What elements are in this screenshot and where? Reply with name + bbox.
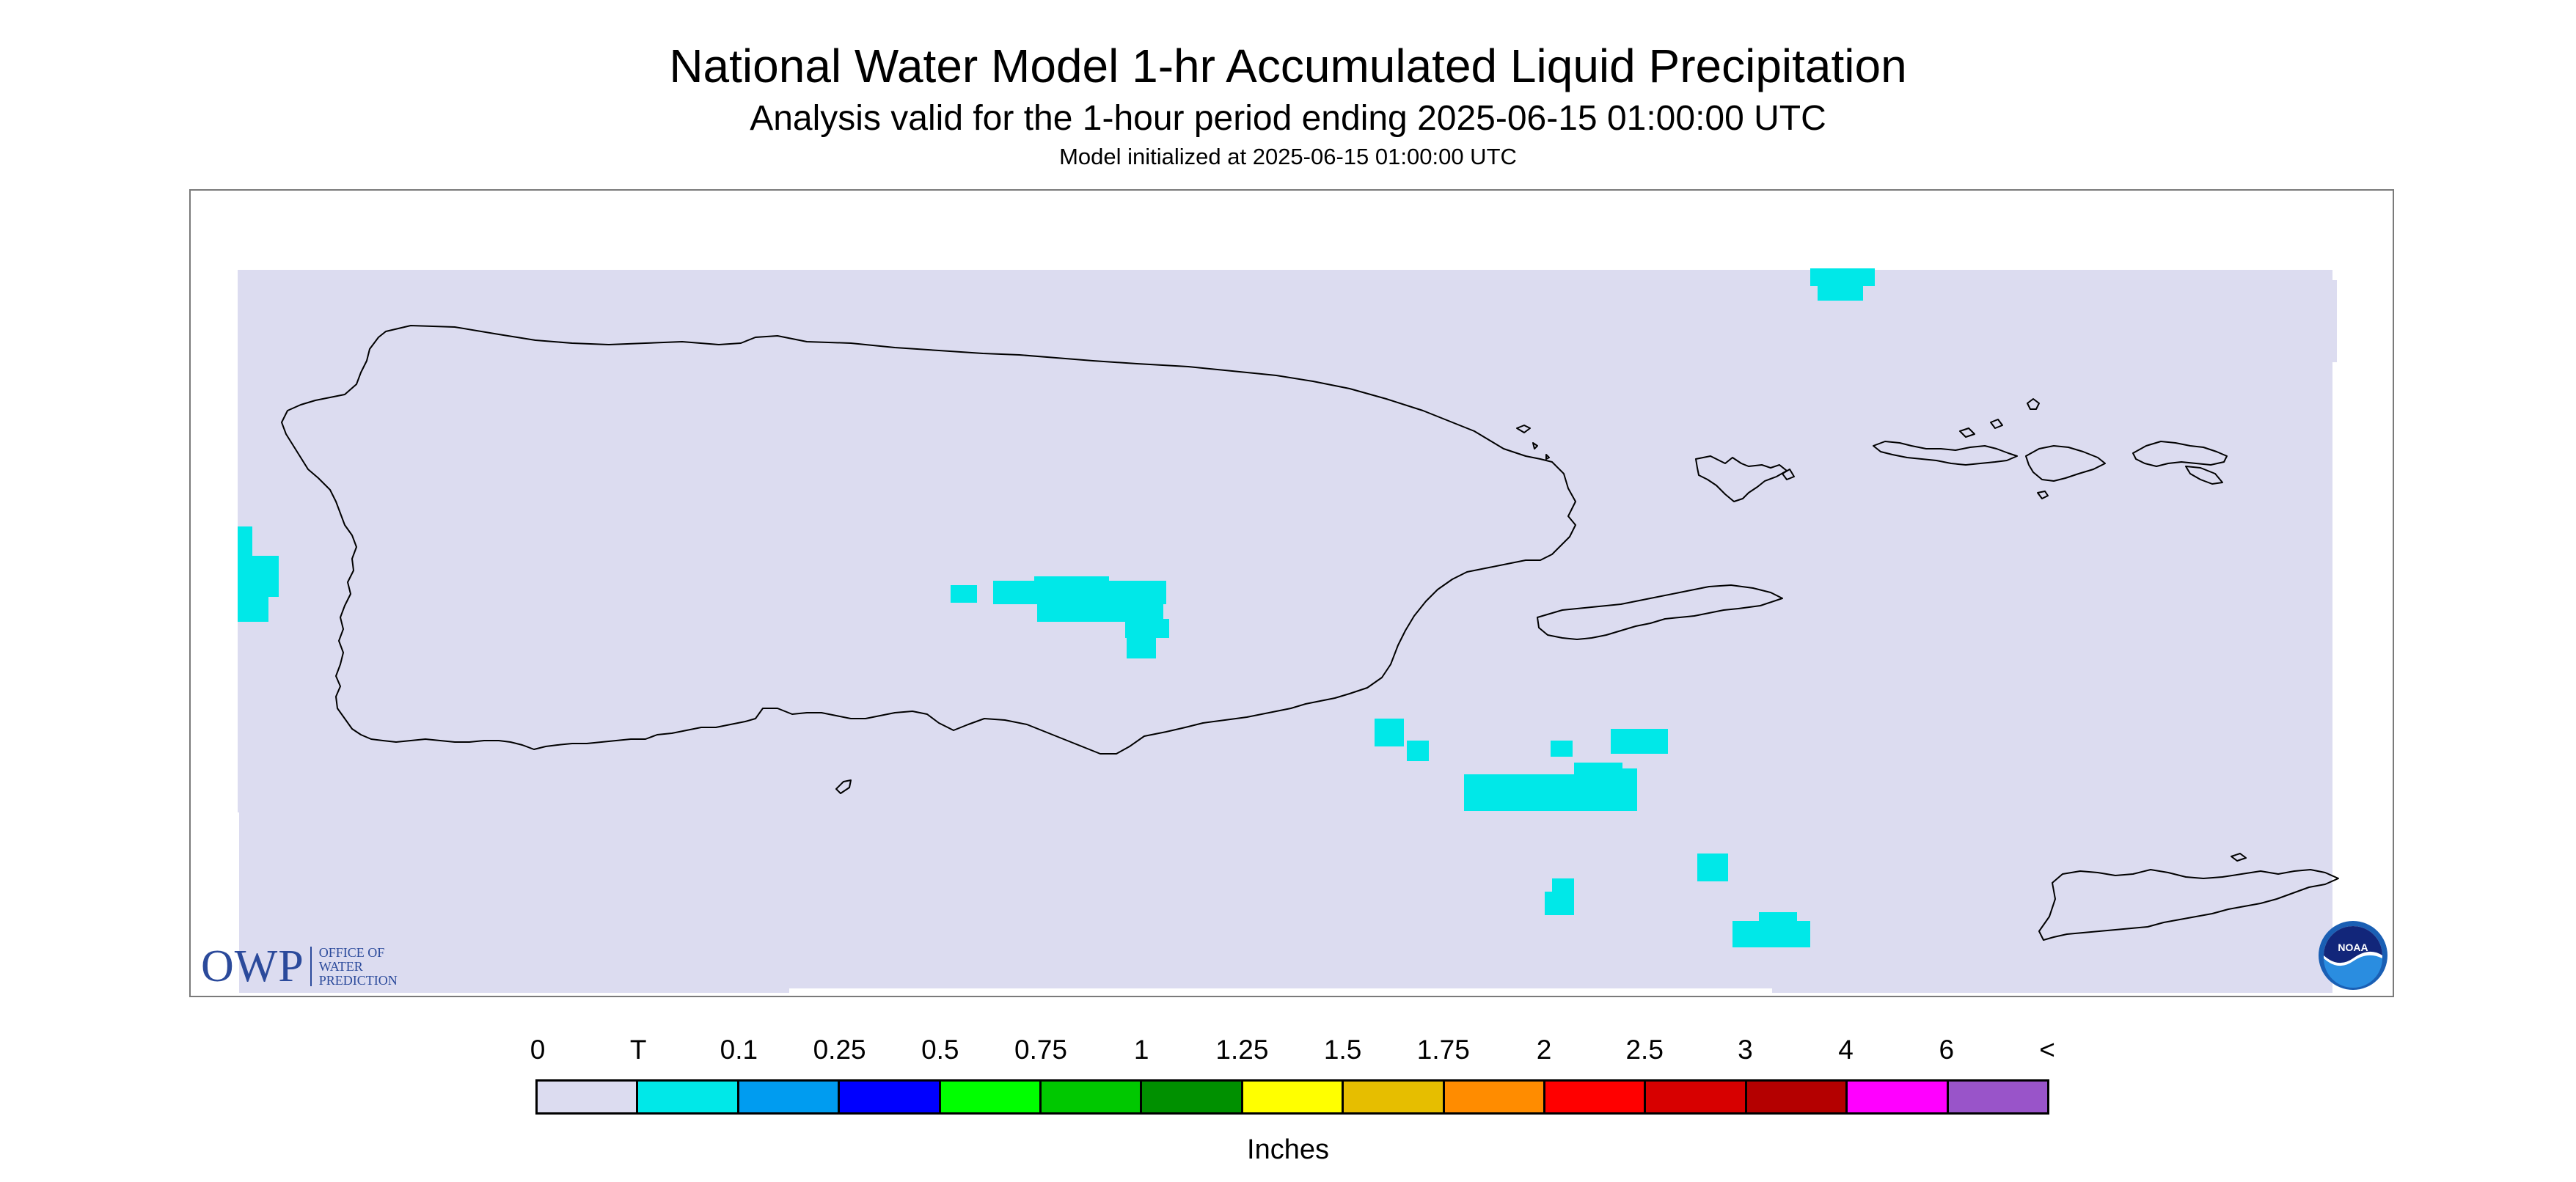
legend-labels: 0 T 0.1 0.25 0.5 0.75 1 1.25 1.5 1.75 2 2.5 3 4 6 < — [0, 1029, 2576, 1071]
precip-cell — [1611, 729, 1668, 754]
precip-cell — [1810, 268, 1875, 286]
mona-island-coastline — [835, 779, 852, 794]
precip-cell — [1581, 768, 1637, 811]
legend-label: T — [629, 1035, 647, 1065]
st-croix-coastline — [2038, 869, 2339, 941]
st-john-coastline — [2025, 445, 2106, 482]
map-frame — [189, 189, 2394, 997]
legend-swatch — [638, 1082, 739, 1112]
legend-label: 2 — [1536, 1035, 1552, 1065]
precip-cell — [1464, 774, 1603, 811]
noaa-logo-wave — [2324, 955, 2382, 988]
legend-swatch — [1948, 1082, 2048, 1112]
legend-label: 2.5 — [1625, 1035, 1664, 1065]
legend-label: < — [2039, 1035, 2055, 1065]
precip-cell — [1545, 892, 1574, 915]
legend-swatch — [1243, 1082, 1344, 1112]
legend-label: 1 — [1133, 1035, 1149, 1065]
precip-cell — [238, 526, 252, 557]
precip-cell — [238, 556, 279, 597]
legend-label: 0.1 — [720, 1035, 758, 1065]
virgin-gorda-coastline — [2185, 466, 2223, 485]
culebra-coastline — [1695, 455, 1788, 502]
jost-van-dyke-coastline — [2027, 398, 2040, 410]
legend-swatch — [1344, 1082, 1445, 1112]
legend-label: 0 — [530, 1035, 546, 1065]
legend-swatch — [1848, 1082, 1949, 1112]
owp-wordmark: OFFICE OF WATER PREDICTION — [318, 944, 398, 988]
legend-label: 1.75 — [1416, 1035, 1470, 1065]
legend-swatch — [840, 1082, 941, 1112]
legend-label: 4 — [1838, 1035, 1854, 1065]
culebra-cay-coastline — [1782, 469, 1795, 480]
culebra-islets-coastline — [1516, 425, 1550, 460]
legend-label: 0.25 — [813, 1035, 866, 1065]
owp-line-1: OFFICE OF — [318, 944, 385, 960]
legend-colorbar — [535, 1079, 2049, 1115]
map-domain-bottom-gap — [789, 988, 1772, 996]
model-init-time: Model initialized at 2025-06-15 01:00:00… — [1059, 144, 1517, 169]
precip-cell — [1118, 603, 1163, 620]
legend-swatch — [1042, 1082, 1143, 1112]
owp-divider — [310, 947, 312, 986]
legend-label: 6 — [1939, 1035, 1955, 1065]
map-title: National Water Model 1-hr Accumulated Li… — [669, 40, 1907, 92]
precip-cell — [951, 585, 977, 603]
title-block: National Water Model 1-hr Accumulated Li… — [0, 35, 2576, 173]
precip-cell — [238, 594, 268, 622]
precip-cell — [1574, 763, 1622, 774]
owp-mark: OWP — [201, 941, 304, 991]
legend-swatch — [538, 1082, 639, 1112]
map-subtitle: Analysis valid for the 1-hour period end… — [750, 99, 1826, 138]
legend-label: 0.5 — [921, 1035, 959, 1065]
legend-label: 1.5 — [1323, 1035, 1362, 1065]
puerto-rico-coastline — [281, 325, 1576, 755]
legend-swatch — [1444, 1082, 1546, 1112]
precip-cell — [1697, 854, 1728, 881]
legend-unit: Inches — [1247, 1134, 1329, 1165]
legend-swatch — [1746, 1082, 1848, 1112]
owp-line-2: WATER — [318, 958, 363, 974]
owp-line-3: PREDICTION — [318, 972, 398, 988]
precip-cell — [1034, 576, 1109, 585]
legend-label: 1.25 — [1215, 1035, 1269, 1065]
coastlines — [281, 325, 2339, 941]
noaa-logo-text: NOAA — [2338, 941, 2368, 953]
noaa-logo: NOAA — [2319, 921, 2387, 990]
vieques-coastline — [1537, 584, 1783, 640]
precip-cell — [1375, 719, 1404, 746]
legend-swatch — [739, 1082, 841, 1112]
legend-swatch — [1646, 1082, 1747, 1112]
precip-cell — [1127, 635, 1156, 658]
legend-swatch — [1142, 1082, 1243, 1112]
hans-lollik-coastline — [1959, 419, 2003, 438]
legend-swatch — [940, 1082, 1042, 1112]
precip-cell — [1407, 741, 1429, 761]
st-thomas-coastline — [1873, 441, 2018, 466]
precip-map — [238, 268, 2339, 996]
legend-label: 0.75 — [1014, 1035, 1068, 1065]
map-domain — [239, 270, 2332, 993]
precip-cell — [1759, 912, 1797, 925]
precip-cell — [1125, 619, 1169, 638]
buck-island-coastline — [2037, 491, 2049, 499]
st-croix-north-islet — [2231, 853, 2247, 862]
owp-logo: OWP OFFICE OF WATER PREDICTION — [201, 941, 398, 991]
legend-label: 3 — [1738, 1035, 1753, 1065]
map-domain-right-edge — [2330, 280, 2337, 362]
noaa-logo-bird — [2324, 926, 2382, 963]
precip-cell — [1818, 285, 1863, 301]
legend-swatch — [1545, 1082, 1647, 1112]
precip-cells — [238, 268, 1875, 947]
precip-cell — [1551, 741, 1573, 757]
tortola-coastline — [2132, 441, 2228, 467]
